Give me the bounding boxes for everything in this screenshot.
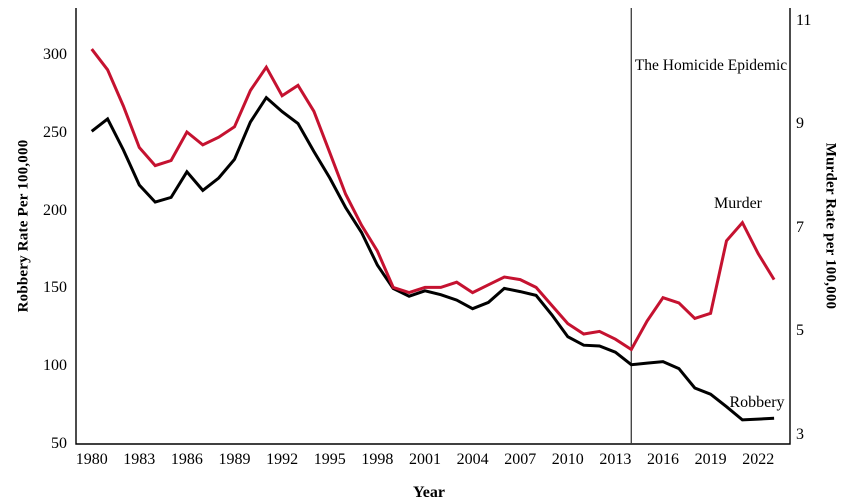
left-axis-tick-label: 250: [43, 123, 67, 141]
x-axis-tick-label: 2019: [694, 451, 727, 468]
x-axis-tick-label: 2007: [504, 451, 537, 468]
x-axis-tick-label: 2010: [551, 451, 584, 468]
left-axis-tick-label: 100: [43, 357, 67, 375]
x-axis-tick-label: 1995: [313, 451, 346, 468]
x-axis-tick-label: 1986: [170, 451, 203, 468]
x-axis-tick-label: 1992: [266, 451, 299, 468]
right-axis-tick-label: 9: [796, 115, 804, 133]
x-axis-tick-label: 2022: [742, 451, 775, 468]
x-axis-tick-label: 2001: [408, 451, 441, 468]
annotation-label: The Homicide Epidemic: [634, 57, 788, 74]
axis-spines: [75, 8, 791, 445]
x-axis-tick-label: 2004: [456, 451, 489, 468]
x-axis-title: Year: [413, 484, 445, 501]
x-axis-tick-label: 1989: [218, 451, 251, 468]
murder-line: [90, 48, 776, 352]
right-axis-tick-label: 3: [796, 426, 804, 443]
right-axis-tick-label: 7: [796, 218, 804, 236]
left-axis-tick-label: 200: [43, 201, 67, 219]
left-axis-tick-label: 300: [43, 46, 67, 64]
x-axis-tick-label: 1980: [75, 451, 108, 468]
murder-series-label: Murder: [714, 195, 762, 212]
robbery-line: [90, 95, 775, 422]
x-axis-tick-label: 2013: [599, 451, 632, 468]
left-axis-tick-label: 150: [43, 279, 67, 297]
robbery-series-label: Robbery: [729, 394, 785, 411]
left-axis-tick-label: 50: [51, 435, 67, 452]
right-axis-title: Murder Rate per 100,000: [822, 142, 839, 310]
x-axis-tick-label: 1998: [361, 451, 394, 468]
left-axis-title: Robbery Rate Per 100,000: [15, 139, 32, 313]
right-axis-tick-label: 11: [796, 11, 812, 29]
x-axis-tick-label: 2016: [647, 451, 680, 468]
right-axis-tick-label: 5: [796, 322, 804, 340]
x-axis-tick-label: 1983: [123, 451, 156, 468]
